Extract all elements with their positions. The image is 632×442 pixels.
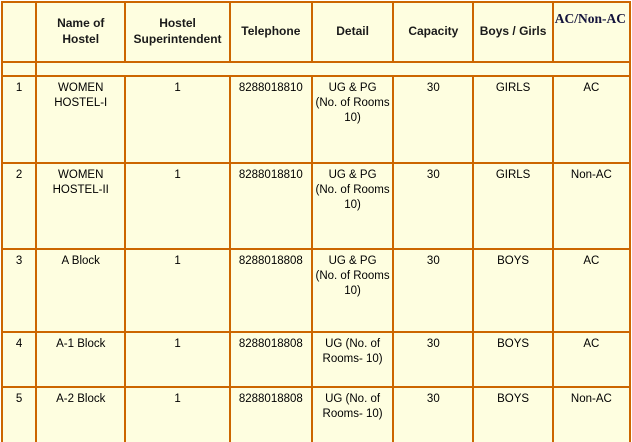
header-telephone: Telephone [228,1,313,63]
cell-superintendent: 1 [124,248,231,333]
spacer-cell-merged [35,61,631,77]
cell-detail: UG (No. of Rooms- 10) [310,331,395,388]
cell-telephone: 8288018810 [228,75,313,164]
cell-ac-non-ac: Non-AC [551,386,632,442]
cell-sno: 3 [0,248,38,333]
cell-ac-non-ac: AC [551,248,632,333]
cell-telephone: 8288018808 [228,331,313,388]
cell-capacity: 30 [392,162,475,250]
cell-detail: UG & PG (No. of Rooms 10) [310,75,395,164]
spacer-cell-serial [0,61,38,77]
cell-boys-girls: BOYS [472,386,554,442]
spacer-row [0,61,631,77]
cell-capacity: 30 [392,248,475,333]
cell-capacity: 30 [392,75,475,164]
table-row: 2 WOMEN HOSTEL-II 1 8288018810 UG & PG (No. … [0,162,632,250]
cell-sno: 4 [0,331,38,388]
cell-name: A-1 Block [35,331,127,388]
cell-name: WOMEN HOSTEL-II [35,162,127,250]
spacer-body [0,61,631,77]
header-hostel-superintendent: Hostel Superintendent [124,1,231,63]
cell-superintendent: 1 [124,331,231,388]
cell-boys-girls: BOYS [472,331,554,388]
cell-sno: 5 [0,386,38,442]
cell-detail: UG & PG (No. of Rooms 10) [310,162,395,250]
header-capacity: Capacity [392,1,475,63]
cell-detail: UG & PG (No. of Rooms 10) [310,248,395,333]
cell-ac-non-ac: AC [551,75,632,164]
cell-sno: 2 [0,162,38,250]
cell-superintendent: 1 [124,162,231,250]
cell-ac-non-ac: AC [551,331,632,388]
cell-name: A Block [35,248,127,333]
header-row: Name of Hostel Hostel Superintendent Tel… [0,1,632,63]
table-row: 5 A-2 Block 1 8288018808 UG (No. of Rooms- 1… [0,386,632,442]
header-ac-non-ac: AC/Non-AC [551,1,632,63]
cell-sno: 1 [0,75,38,164]
cell-telephone: 8288018810 [228,162,313,250]
cell-capacity: 30 [392,331,475,388]
cell-name: WOMEN HOSTEL-I [35,75,127,164]
cell-boys-girls: BOYS [472,248,554,333]
table-row: 1 WOMEN HOSTEL-I 1 8288018810 UG & PG (No. o… [0,75,632,164]
cell-superintendent: 1 [124,75,231,164]
cell-boys-girls: GIRLS [472,162,554,250]
header-detail: Detail [310,1,395,63]
cell-telephone: 8288018808 [228,386,313,442]
cell-capacity: 30 [392,386,475,442]
header-boys-girls: Boys / Girls [472,1,554,63]
header-name-of-hostel: Name of Hostel [35,1,127,63]
table-header: Name of Hostel Hostel Superintendent Tel… [0,1,632,63]
table-body: 1 WOMEN HOSTEL-I 1 8288018810 UG & PG (No. o… [0,75,632,442]
cell-telephone: 8288018808 [228,248,313,333]
cell-detail: UG (No. of Rooms- 10) [310,386,395,442]
cell-name: A-2 Block [35,386,127,442]
header-serial [0,1,38,63]
cell-boys-girls: GIRLS [472,75,554,164]
cell-superintendent: 1 [124,386,231,442]
cell-ac-non-ac: Non-AC [551,162,632,250]
table-row: 4 A-1 Block 1 8288018808 UG (No. of Rooms- 1… [0,331,632,388]
